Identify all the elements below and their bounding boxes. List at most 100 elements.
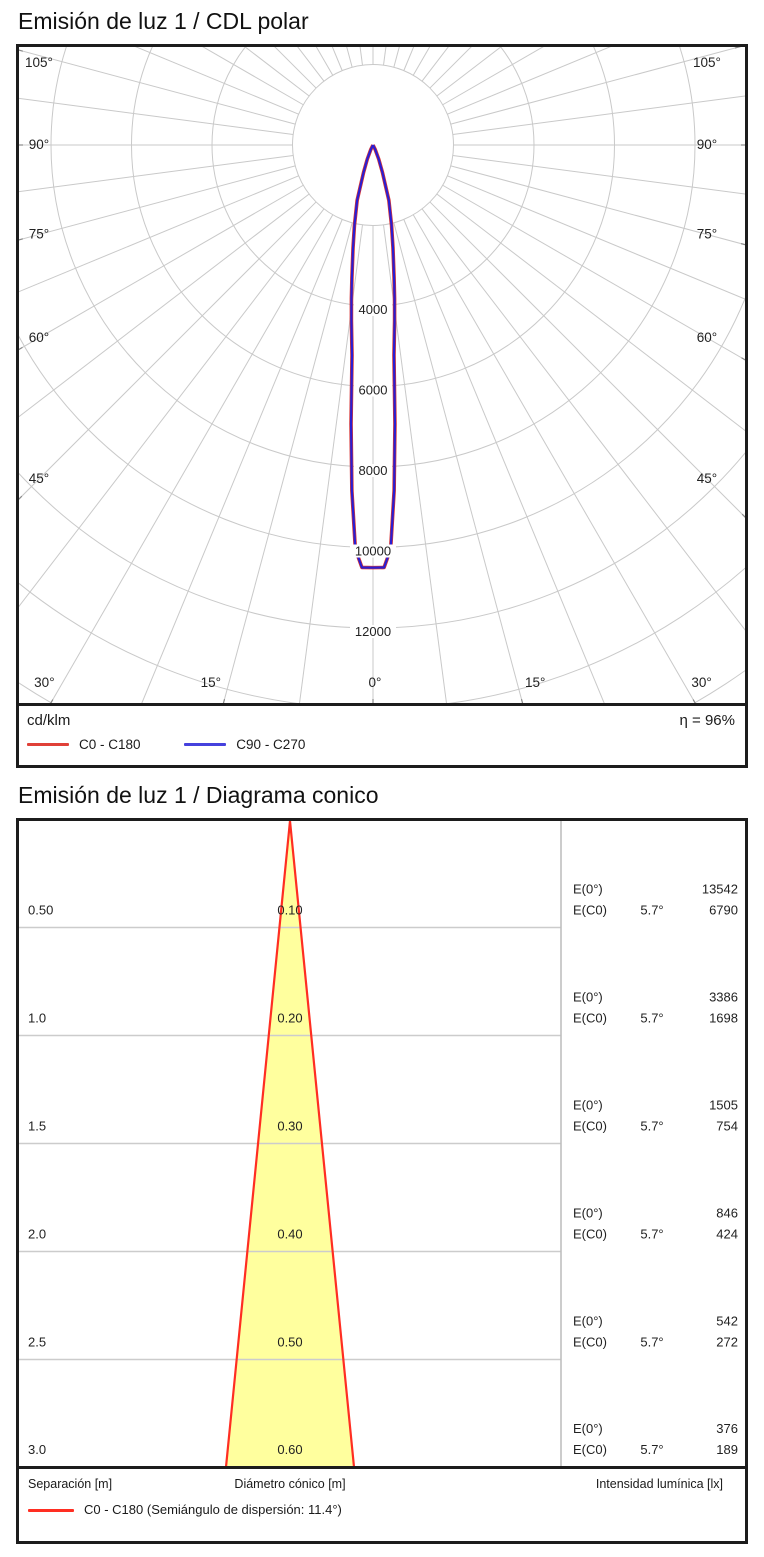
angle-label: 0° xyxy=(369,675,382,690)
separation-value: 2.5 xyxy=(28,1335,46,1350)
polar-angle-tick xyxy=(741,513,745,518)
polar-spoke xyxy=(19,184,304,350)
polar-legend: cd/klm η = 96% C0 - C180 C90 - C270 xyxy=(19,703,745,765)
cone-chart-title: Emisión de luz 1 / Diagrama conico xyxy=(18,782,379,808)
polar-spoke xyxy=(19,175,299,293)
polar-spoke xyxy=(383,224,447,703)
ring-label: 4000 xyxy=(359,302,388,317)
polar-spoke xyxy=(447,47,611,115)
separation-value: 1.0 xyxy=(28,1011,46,1026)
e0-value: 846 xyxy=(716,1206,738,1221)
polar-ring xyxy=(19,452,745,629)
ring-label-bg xyxy=(354,464,392,477)
ring-label: 12000 xyxy=(355,624,391,639)
polar-angle-tick xyxy=(19,49,24,52)
separation-value: 2.0 xyxy=(28,1227,46,1242)
angle-label: 75° xyxy=(29,226,49,241)
polar-angle-tick xyxy=(692,699,696,703)
ec0-value: 424 xyxy=(716,1227,738,1242)
polar-spoke xyxy=(331,47,343,71)
e0-value: 3386 xyxy=(709,990,738,1005)
polar-legend-items: C0 - C180 C90 - C270 xyxy=(27,736,305,752)
separation-value: 3.0 xyxy=(28,1442,46,1457)
polar-angle-tick xyxy=(19,495,23,500)
ec0-value: 1698 xyxy=(709,1011,738,1026)
cone-legend-label: C0 - C180 (Semiángulo de dispersión: 11.… xyxy=(84,1502,342,1517)
ec0-value: 272 xyxy=(716,1335,738,1350)
angle-label: 30° xyxy=(34,675,54,690)
beam-curve-c90-c270 xyxy=(349,144,397,569)
angle-label: 75° xyxy=(697,226,717,241)
polar-chart: 4000 6000 8000 10000 12000 0° 15° 15° 30° 30° 45° 4… xyxy=(16,44,748,768)
polar-spoke xyxy=(450,165,745,246)
polar-spoke xyxy=(452,155,745,195)
cone-diagram-chart: 0.50 0.10 E(0°) 13542 E(C0) 5.7° 6790 1.0 0.20 E(… xyxy=(16,818,748,1544)
ring-label-bg xyxy=(354,303,392,316)
angle-label: 105° xyxy=(25,55,53,70)
polar-angle-tick xyxy=(50,699,54,703)
angle-label: 45° xyxy=(697,471,717,486)
polar-angle-tick xyxy=(19,238,24,241)
ec0-label: E(C0) xyxy=(573,1442,607,1457)
diameter-value: 0.20 xyxy=(277,1011,302,1026)
polar-spoke xyxy=(447,175,745,300)
polar-spoke xyxy=(436,193,745,432)
ec0-value: 754 xyxy=(716,1119,738,1134)
polar-spoke xyxy=(19,165,296,241)
e0-label: E(0°) xyxy=(573,1098,603,1113)
ec0-value: 189 xyxy=(716,1442,738,1457)
angle-label: 45° xyxy=(29,471,49,486)
separation-value: 0.50 xyxy=(28,903,53,918)
half-angle-value: 5.7° xyxy=(640,1011,663,1026)
polar-spoke xyxy=(393,222,524,703)
polar-angle-tick xyxy=(741,357,745,361)
e0-value: 13542 xyxy=(702,882,738,897)
half-angle-value: 5.7° xyxy=(640,1335,663,1350)
polar-spoke xyxy=(135,47,299,115)
diameter-value: 0.60 xyxy=(277,1442,302,1457)
polar-spoke xyxy=(315,47,334,76)
cone-beam-edges xyxy=(224,821,356,1468)
legend-label-c0: C0 - C180 xyxy=(79,736,141,752)
cone-baseline xyxy=(19,1466,745,1469)
polar-spoke xyxy=(19,49,296,125)
e0-value: 542 xyxy=(716,1314,738,1329)
polar-spoke xyxy=(421,208,745,631)
polar-spoke xyxy=(442,184,745,361)
polar-spoke xyxy=(412,214,696,703)
diameter-axis-label: Diámetro cónico [m] xyxy=(234,1477,346,1491)
ec0-label: E(C0) xyxy=(573,1119,607,1134)
polar-spoke xyxy=(383,47,387,66)
angle-label: 60° xyxy=(29,330,49,345)
polar-diagram-canvas: 4000 6000 8000 10000 12000 0° 15° 15° 30° 30° 45° 4… xyxy=(19,47,745,703)
ec0-label: E(C0) xyxy=(573,1335,607,1350)
cone-footer: Separación [m] Diámetro cónico [m] Inten… xyxy=(19,1469,745,1538)
legend-label-c90: C90 - C270 xyxy=(236,736,306,752)
angle-label: 30° xyxy=(691,675,711,690)
angle-label: 15° xyxy=(525,675,545,690)
half-angle-value: 5.7° xyxy=(640,903,663,918)
ring-label: 6000 xyxy=(359,383,388,398)
polar-angle-tick xyxy=(19,346,23,351)
polar-spoke xyxy=(50,214,334,703)
polar-spoke xyxy=(141,219,343,703)
ring-label-bg xyxy=(350,544,396,558)
polar-spoke xyxy=(19,208,325,608)
legend-line-c90-icon xyxy=(184,742,227,746)
polar-angle-tick xyxy=(740,243,745,246)
e0-label: E(0°) xyxy=(573,1421,603,1436)
angle-label: 90° xyxy=(29,137,49,152)
polar-spoke xyxy=(19,155,294,193)
polar-angle-tick xyxy=(222,698,226,703)
cone-diagram-canvas: 0.50 0.10 E(0°) 13542 E(C0) 5.7° 6790 1.0 0.20 E(… xyxy=(19,821,745,1469)
ring-label-bg xyxy=(354,383,392,397)
polar-spoke xyxy=(222,222,353,703)
polar-spoke xyxy=(452,95,745,135)
ec0-label: E(C0) xyxy=(573,1011,607,1026)
separation-value: 1.5 xyxy=(28,1119,46,1134)
polar-spoke xyxy=(299,224,363,703)
ring-label: 8000 xyxy=(359,463,388,478)
diameter-value: 0.10 xyxy=(277,903,302,918)
polar-spoke xyxy=(202,47,304,106)
